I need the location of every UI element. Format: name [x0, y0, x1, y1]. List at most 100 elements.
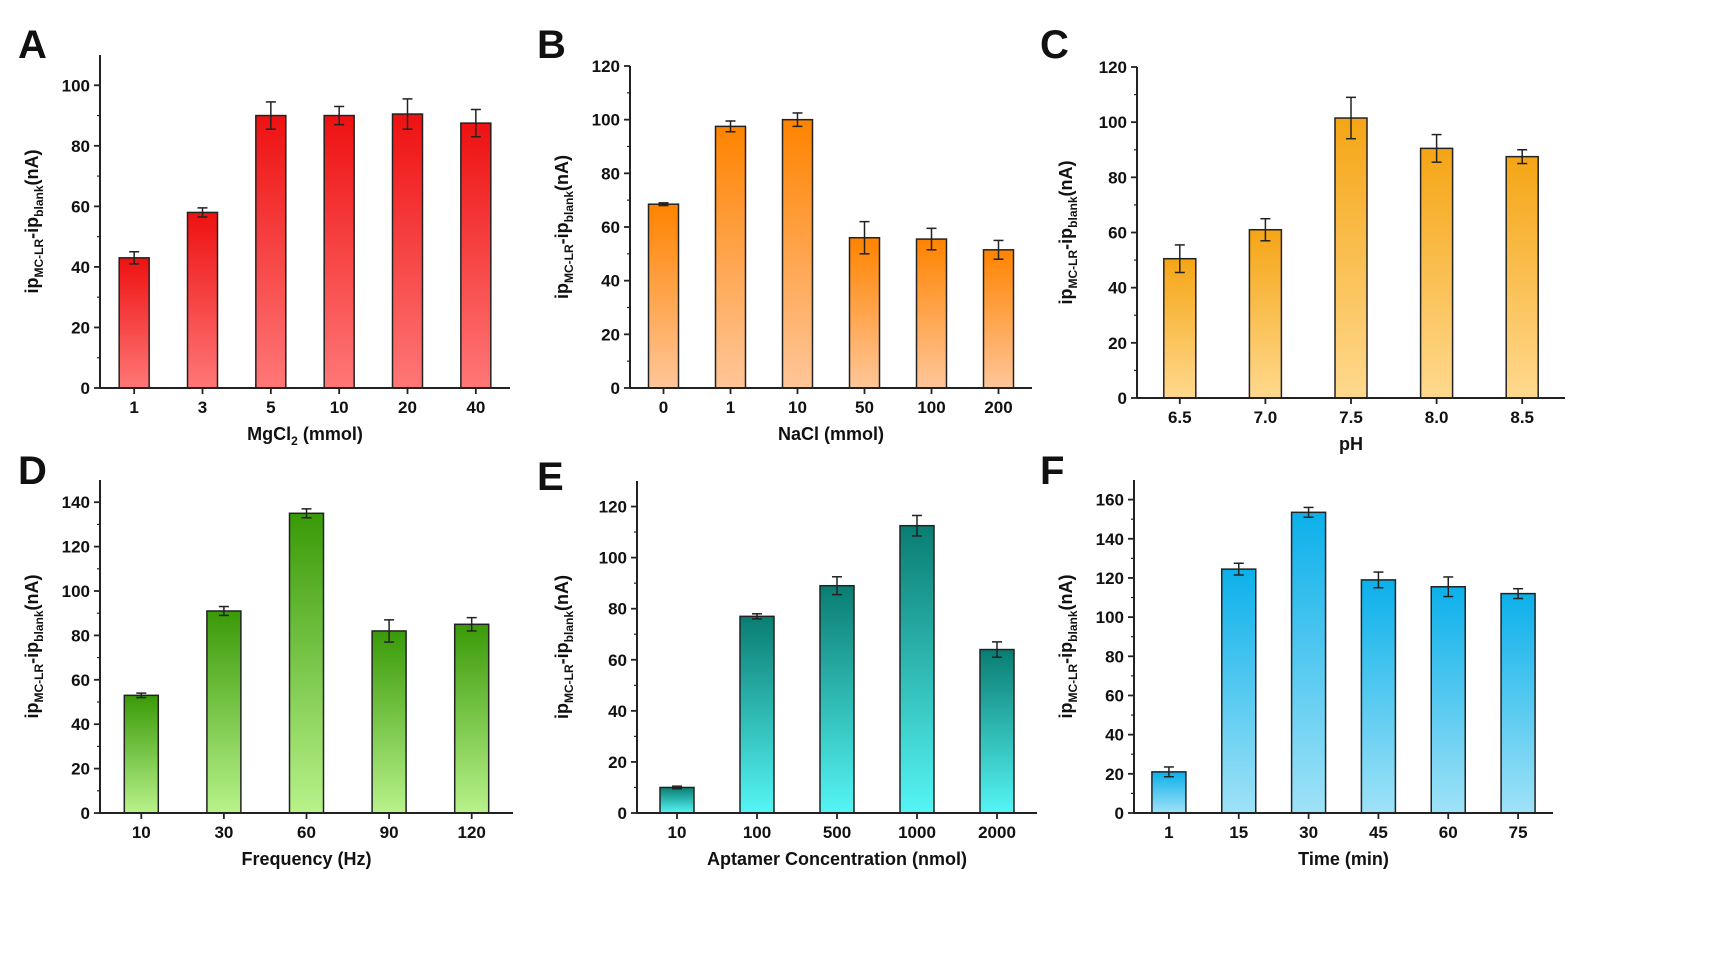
x-tick-label-f: 60	[1439, 823, 1458, 842]
error-bar-a-1	[129, 251, 140, 265]
error-bar-f-15	[1233, 562, 1244, 576]
panel-label-f: F	[1040, 449, 1064, 493]
y-tick-label-e: 120	[599, 498, 627, 517]
error-bar-e-1000	[912, 514, 922, 537]
bar-b-0	[647, 203, 680, 389]
y-tick-label-f: 120	[1096, 569, 1124, 588]
x-tick-label-f: 75	[1509, 823, 1528, 842]
y-tick-label-d: 20	[71, 760, 90, 779]
bar-d-120	[453, 623, 490, 814]
y-tick-label-c: 0	[1118, 389, 1127, 408]
error-bar-d-10	[136, 692, 147, 699]
error-bar-d-120	[466, 616, 477, 632]
error-bar-d-30	[218, 605, 229, 617]
bar-d-30	[206, 610, 242, 814]
error-bar-a-20	[402, 98, 413, 130]
x-tick-label-c: 7.5	[1339, 408, 1363, 427]
x-tick-label-a: 5	[266, 398, 275, 417]
y-tick-label-b: 100	[592, 111, 620, 130]
x-tick-label-f: 45	[1369, 823, 1388, 842]
error-bar-c-7.5	[1346, 96, 1356, 140]
error-bar-b-100	[926, 227, 937, 251]
panel-label-d: D	[18, 449, 47, 493]
panel-label-c: C	[1040, 23, 1069, 67]
x-tick-label-b: 50	[855, 398, 874, 417]
chart-panel-a: A 0 20 40 60 80 100 1 3 5 10 20 40 MgCl2 (mmol) ipMC-L…	[18, 23, 510, 448]
chart-panel-d: D 0 20 40 60 80 100 120 140 10 30 60 90 120 Frequency …	[18, 449, 513, 869]
x-tick-label-d: 60	[297, 823, 316, 842]
chart-panel-f: F 0 20 40 60 80 100 120 140 160 1 15 30 45 60 75 Time (m…	[1040, 449, 1553, 869]
bar-f-15	[1221, 568, 1257, 814]
y-tick-label-a: 40	[71, 258, 90, 277]
bar-a-10	[323, 114, 355, 389]
x-axis-title-e: Aptamer Concentration (nmol)	[707, 849, 967, 869]
y-tick-label-e: 60	[608, 651, 627, 670]
error-bar-c-6.5	[1174, 244, 1185, 274]
chart-panel-b: B 0 20 40 60 80 100 120 0 1 10 50 100 200 NaCl (mmol) i…	[537, 23, 1032, 444]
y-axis-title-d: ipMC-LR-ipblank(nA)	[22, 575, 46, 719]
x-tick-label-f: 1	[1164, 823, 1173, 842]
y-axis-title-a: ipMC-LR-ipblank(nA)	[22, 150, 46, 294]
error-bar-c-7.0	[1260, 217, 1271, 242]
y-tick-label-f: 140	[1096, 530, 1124, 549]
y-tick-label-a: 60	[71, 197, 90, 216]
y-tick-label-b: 20	[601, 325, 620, 344]
bar-a-3	[186, 211, 219, 389]
y-tick-label-c: 40	[1108, 279, 1127, 298]
y-tick-label-b: 0	[611, 379, 620, 398]
y-tick-label-d: 100	[62, 582, 90, 601]
x-axis-title-a: MgCl2 (mmol)	[247, 424, 363, 448]
bar-b-1	[714, 125, 747, 389]
error-bar-d-60	[301, 508, 312, 519]
x-tick-label-c: 6.5	[1168, 408, 1192, 427]
error-bar-f-1	[1163, 766, 1174, 778]
x-tick-label-f: 15	[1229, 823, 1248, 842]
error-bar-b-0	[658, 202, 669, 207]
bar-c-6.5	[1163, 257, 1197, 399]
y-axis-title-f: ipMC-LR-ipblank(nA)	[1056, 575, 1080, 719]
error-bar-a-5	[265, 101, 276, 130]
y-tick-label-e: 80	[608, 600, 627, 619]
bar-c-7.0	[1248, 228, 1283, 399]
x-tick-label-f: 30	[1299, 823, 1318, 842]
bar-d-10	[123, 694, 160, 814]
y-tick-label-b: 80	[601, 164, 620, 183]
y-tick-label-c: 60	[1108, 224, 1127, 243]
bar-f-30	[1290, 511, 1327, 814]
x-tick-label-d: 120	[458, 823, 486, 842]
y-tick-label-c: 100	[1099, 113, 1127, 132]
error-bar-e-2000	[992, 641, 1002, 658]
bar-e-1000	[899, 524, 935, 814]
error-bar-d-90	[384, 619, 395, 643]
x-tick-label-b: 1	[726, 398, 735, 417]
x-axis-title-d: Frequency (Hz)	[241, 849, 371, 869]
x-tick-label-e: 1000	[898, 823, 936, 842]
y-tick-label-c: 120	[1099, 58, 1127, 77]
bar-e-2000	[979, 648, 1015, 814]
y-tick-label-b: 60	[601, 218, 620, 237]
error-bar-f-60	[1443, 576, 1454, 598]
bar-a-1	[118, 257, 150, 389]
x-tick-label-b: 10	[788, 398, 807, 417]
y-tick-label-c: 20	[1108, 334, 1127, 353]
x-axis-title-c: pH	[1339, 434, 1363, 454]
y-tick-label-f: 40	[1105, 726, 1124, 745]
x-tick-label-a: 20	[398, 398, 417, 417]
panel-label-a: A	[18, 23, 47, 67]
y-tick-label-a: 20	[71, 318, 90, 337]
error-bar-e-500	[832, 576, 842, 596]
y-tick-label-d: 80	[71, 626, 90, 645]
error-bar-b-10	[792, 112, 803, 128]
x-axis-title-f: Time (min)	[1298, 849, 1389, 869]
error-bar-a-10	[334, 105, 345, 126]
y-tick-label-b: 120	[592, 57, 620, 76]
y-tick-label-f: 0	[1115, 804, 1124, 823]
bar-e-100	[739, 615, 775, 814]
x-tick-label-e: 100	[743, 823, 771, 842]
bar-e-10	[659, 786, 695, 814]
x-tick-label-b: 0	[659, 398, 668, 417]
y-tick-label-f: 80	[1105, 647, 1124, 666]
error-bar-a-3	[197, 207, 208, 218]
bar-c-8.5	[1505, 155, 1539, 399]
